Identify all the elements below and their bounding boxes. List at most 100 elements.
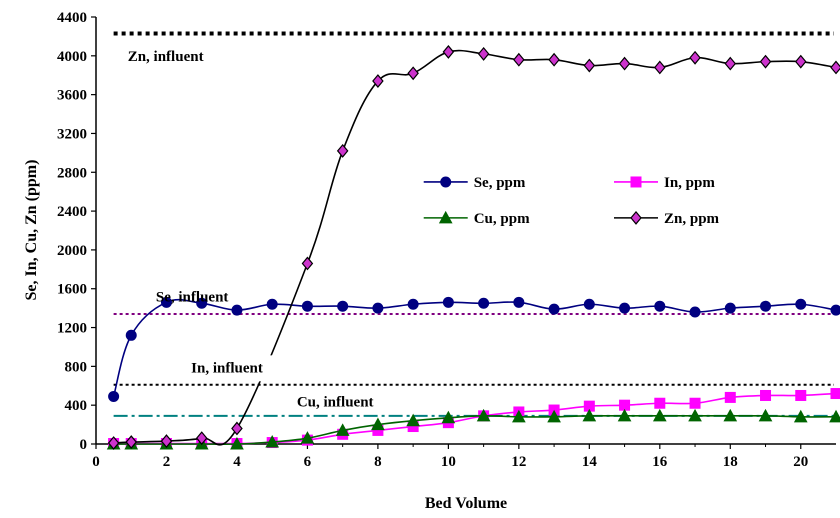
y-tick-label: 1600 bbox=[57, 282, 87, 298]
y-tick-label: 0 bbox=[80, 437, 88, 453]
data-point bbox=[724, 56, 737, 71]
data-point bbox=[547, 409, 561, 423]
data-point bbox=[582, 408, 597, 422]
data-point bbox=[442, 296, 454, 308]
y-tick-label: 3200 bbox=[57, 126, 87, 142]
data-point bbox=[265, 435, 280, 448]
data-point bbox=[830, 304, 840, 316]
x-axis-title: Bed Volume bbox=[425, 495, 507, 512]
data-point bbox=[795, 298, 807, 310]
y-tick-label: 2800 bbox=[57, 165, 87, 181]
data-point bbox=[442, 44, 455, 59]
annotation-label-2: In, influent bbox=[191, 360, 263, 376]
data-point bbox=[654, 60, 666, 75]
x-tick-label: 6 bbox=[304, 454, 312, 470]
y-tick-label: 3600 bbox=[57, 88, 87, 104]
annotation-label-1: Se, influent bbox=[156, 289, 229, 305]
data-point bbox=[723, 408, 738, 422]
data-point bbox=[196, 297, 208, 309]
series-line bbox=[112, 298, 837, 397]
data-point bbox=[337, 300, 349, 312]
legend-swatch-marker bbox=[630, 210, 642, 225]
data-point bbox=[583, 58, 596, 73]
data-point bbox=[758, 408, 773, 422]
series-0 bbox=[108, 296, 840, 402]
data-point bbox=[125, 435, 138, 449]
annotation-bg bbox=[185, 355, 292, 382]
data-point bbox=[231, 421, 243, 436]
data-point bbox=[335, 423, 350, 436]
data-point bbox=[300, 431, 315, 444]
data-point bbox=[654, 397, 666, 409]
data-point bbox=[372, 74, 384, 88]
data-point bbox=[513, 52, 525, 67]
data-point bbox=[266, 298, 278, 310]
data-point bbox=[724, 391, 736, 403]
legend-swatch-marker bbox=[440, 176, 452, 188]
data-point bbox=[689, 50, 701, 65]
data-point bbox=[477, 46, 490, 61]
data-point bbox=[830, 60, 840, 75]
data-point bbox=[407, 66, 419, 81]
x-tick-label: 0 bbox=[92, 454, 100, 470]
legend-label: Cu, ppm bbox=[474, 211, 530, 227]
data-point bbox=[513, 296, 525, 308]
data-point bbox=[301, 300, 313, 312]
data-point bbox=[336, 143, 349, 158]
series-line bbox=[113, 49, 837, 446]
data-point bbox=[794, 54, 807, 69]
x-tick-label: 8 bbox=[374, 454, 382, 470]
legend-item-3: Zn, ppm bbox=[614, 211, 720, 227]
data-point bbox=[688, 408, 702, 422]
data-point bbox=[548, 303, 560, 315]
y-tick-label: 2000 bbox=[57, 243, 87, 259]
data-point bbox=[619, 302, 631, 314]
data-point bbox=[689, 306, 701, 318]
annotation-label-0: Zn, influent bbox=[128, 49, 204, 65]
data-point bbox=[548, 52, 560, 67]
legend: Se, ppm In, ppm Cu, ppm Zn, ppm bbox=[423, 175, 720, 227]
y-tick-label: 4400 bbox=[57, 10, 87, 26]
x-tick-label: 12 bbox=[511, 454, 526, 470]
x-tick-label: 18 bbox=[723, 454, 738, 470]
data-point bbox=[793, 409, 808, 423]
data-point bbox=[652, 408, 667, 422]
y-ticks: 0 400 800 1200 1600 2000 2400 2800 3200 3600 4000 4… bbox=[57, 10, 96, 453]
data-point bbox=[618, 56, 631, 71]
data-point bbox=[830, 388, 840, 400]
data-point bbox=[617, 408, 632, 422]
data-point bbox=[406, 413, 420, 427]
data-point bbox=[231, 304, 243, 316]
legend-label: Se, ppm bbox=[474, 175, 526, 191]
data-point bbox=[724, 302, 736, 314]
data-point bbox=[107, 436, 120, 450]
x-tick-label: 10 bbox=[441, 454, 456, 470]
data-point bbox=[795, 389, 807, 401]
x-ticks: 0 2 4 6 8 10 12 14 16 18 20 bbox=[92, 444, 808, 470]
annotation-label-3: Cu, influent bbox=[297, 394, 374, 410]
data-point bbox=[195, 431, 208, 446]
data-point bbox=[301, 256, 314, 271]
data-point bbox=[760, 389, 772, 401]
annotations: Zn, influent Se, influent In, influent Cu, … bbox=[128, 49, 374, 410]
data-point bbox=[125, 329, 137, 341]
x-tick-label: 4 bbox=[233, 454, 241, 470]
y-tick-label: 800 bbox=[65, 359, 88, 375]
legend-swatch-marker bbox=[630, 176, 642, 188]
data-point bbox=[760, 300, 772, 312]
data-point bbox=[230, 436, 244, 450]
data-point bbox=[441, 410, 456, 424]
y-axis-title: Se, In, Cu, Zn (ppm) bbox=[23, 160, 40, 301]
legend-swatch-marker bbox=[438, 210, 453, 224]
data-point bbox=[619, 399, 631, 411]
data-point bbox=[759, 54, 772, 69]
legend-item-0: Se, ppm bbox=[423, 175, 526, 191]
data-point bbox=[160, 434, 173, 449]
data-point bbox=[160, 296, 172, 308]
x-tick-label: 14 bbox=[582, 454, 598, 470]
legend-item-1: In, ppm bbox=[614, 175, 715, 191]
data-point bbox=[654, 300, 666, 312]
y-tick-label: 1200 bbox=[57, 321, 87, 337]
legend-label: In, ppm bbox=[664, 175, 715, 191]
